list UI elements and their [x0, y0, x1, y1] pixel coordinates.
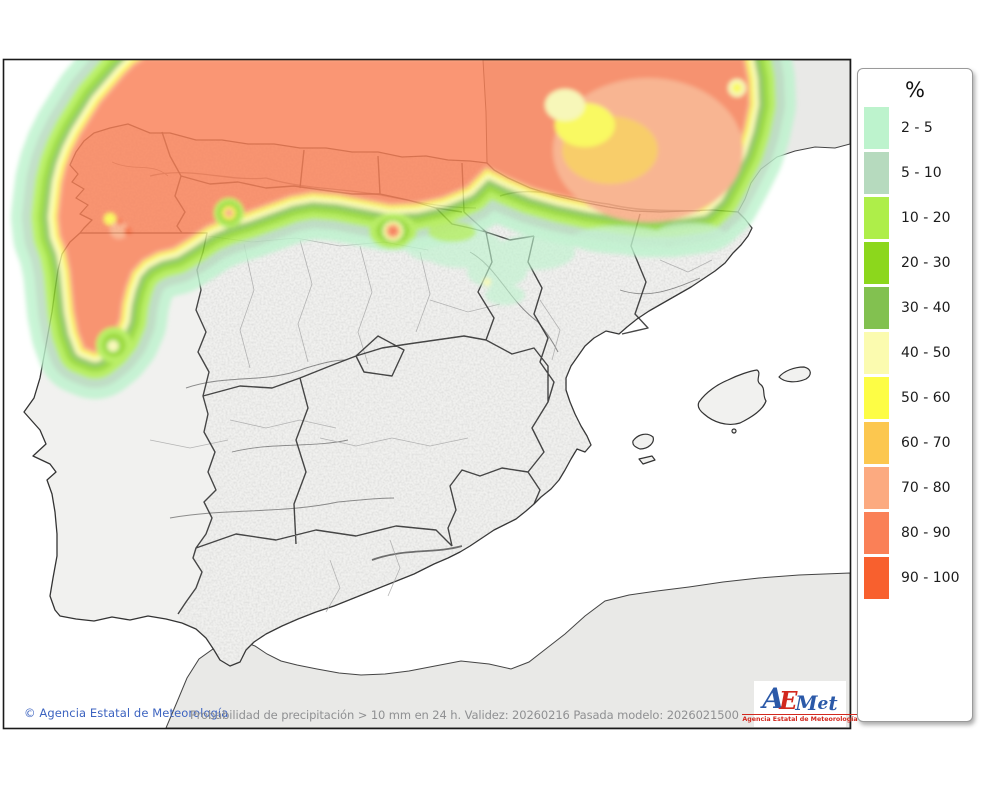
- legend-item: 80 - 90: [858, 512, 972, 554]
- cabrera: [731, 428, 737, 434]
- copyright-text: © Agencia Estatal de Meteorología: [24, 706, 229, 720]
- legend-label: 40 - 50: [901, 345, 951, 361]
- legend-swatch: [864, 557, 889, 599]
- legend-item: 50 - 60: [858, 377, 972, 419]
- legend-swatch: [864, 332, 889, 374]
- legend-swatch: [864, 467, 889, 509]
- legend-label: 70 - 80: [901, 480, 951, 496]
- legend-swatch: [864, 197, 889, 239]
- ibiza: [632, 433, 654, 450]
- logo-letter: M: [795, 691, 818, 715]
- legend-label: 2 - 5: [901, 120, 933, 136]
- legend-label: 5 - 10: [901, 165, 942, 181]
- province-boundaries: [149, 235, 713, 613]
- legend-label: 80 - 90: [901, 525, 951, 541]
- legend-item: 2 - 5: [858, 107, 972, 149]
- legend-item: 40 - 50: [858, 332, 972, 374]
- probability-field: [59, 60, 748, 363]
- legend-item: 10 - 20: [858, 197, 972, 239]
- legend-label: 20 - 30: [901, 255, 951, 271]
- legend-label: 50 - 60: [901, 390, 951, 406]
- legend-item: 90 - 100: [858, 557, 972, 599]
- logo-letter: t: [828, 691, 838, 715]
- legend-swatch: [864, 422, 889, 464]
- map-frame: [2, 58, 852, 730]
- legend-item: 5 - 10: [858, 152, 972, 194]
- legend-label: 90 - 100: [901, 570, 960, 586]
- legend-item: 60 - 70: [858, 422, 972, 464]
- legend-swatch: [864, 107, 889, 149]
- legend-swatch: [864, 242, 889, 284]
- legend-swatch: [864, 377, 889, 419]
- logo-wordmark: A E M e t: [762, 682, 838, 715]
- legend-label: 30 - 40: [901, 300, 951, 316]
- formentera: [638, 455, 656, 465]
- mallorca: [697, 369, 767, 426]
- legend-title: %: [905, 78, 925, 102]
- logo-letter: A: [762, 682, 785, 715]
- logo-letter: e: [817, 694, 829, 714]
- legend-panel: % 2 - 5 5 - 10 10 - 20 20 - 30 30 - 40 4…: [857, 68, 973, 722]
- logo-letter: E: [779, 686, 798, 715]
- aemet-logo: A E M e t Agencia Estatal de Meteorologí…: [742, 681, 858, 727]
- legend-swatch: [864, 512, 889, 554]
- legend-item: 20 - 30: [858, 242, 972, 284]
- legend-label: 10 - 20: [901, 210, 951, 226]
- map-caption: Probabilidad de precipitación > 10 mm en…: [190, 708, 739, 722]
- logo-subtitle: Agencia Estatal de Meteorología: [742, 714, 858, 723]
- legend-label: 60 - 70: [901, 435, 951, 451]
- balearic-islands: [632, 366, 811, 465]
- menorca: [778, 366, 811, 383]
- legend-swatch: [864, 152, 889, 194]
- legend-swatch: [864, 287, 889, 329]
- legend-item: 30 - 40: [858, 287, 972, 329]
- legend-item: 70 - 80: [858, 467, 972, 509]
